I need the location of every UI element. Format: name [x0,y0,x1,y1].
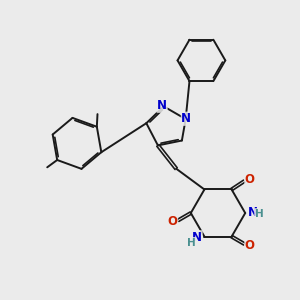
Text: H: H [255,209,263,219]
Text: O: O [168,215,178,228]
Text: N: N [192,231,202,244]
Text: O: O [245,239,255,252]
Text: N: N [248,206,257,219]
Text: O: O [245,173,255,186]
Text: N: N [157,99,167,112]
Text: H: H [187,238,196,248]
Text: N: N [181,112,191,125]
